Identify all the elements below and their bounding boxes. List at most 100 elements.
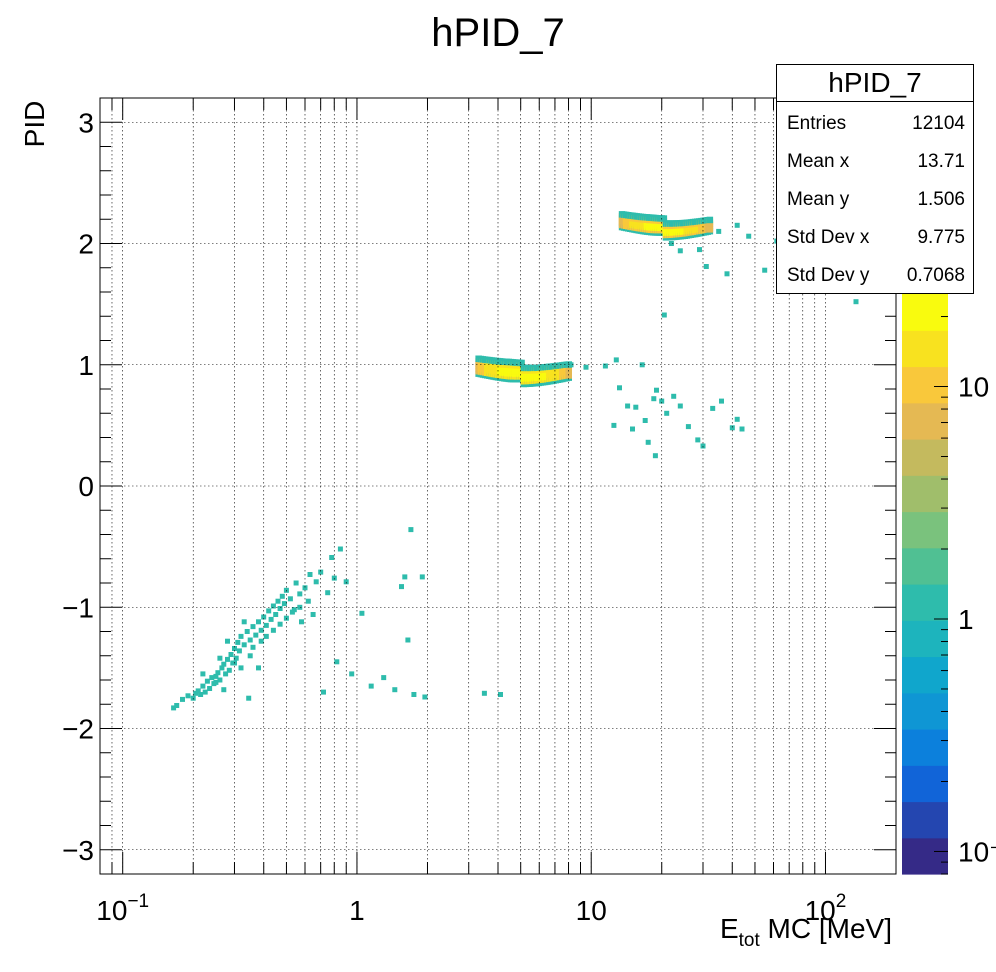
color-scale-segment <box>902 765 948 803</box>
stats-value: 0.7068 <box>906 265 965 286</box>
heatmap-cell <box>261 614 267 620</box>
heatmap-cell <box>268 616 274 622</box>
heatmap-cell <box>617 385 622 391</box>
x-axis-label-rest: MC [MeV] <box>760 913 892 944</box>
heatmap-cell <box>334 659 340 665</box>
heatmap-cell <box>209 675 215 681</box>
heatmap-cell <box>241 642 247 648</box>
stats-label: Std Dev y <box>787 265 870 286</box>
heatmap-cell <box>195 688 201 694</box>
color-scale-label: 10 <box>958 372 989 403</box>
heatmap-cell <box>256 619 261 625</box>
color-scale-segment <box>902 294 948 331</box>
heatmap-cell <box>677 403 683 409</box>
heatmap-cell <box>343 579 349 585</box>
heatmap-cell <box>233 655 239 661</box>
heatmap-cell <box>652 453 658 459</box>
heatmap-cell <box>602 363 608 369</box>
heatmap-cell <box>266 608 272 614</box>
color-scale-segment <box>902 330 948 368</box>
stats-row-mean-x: Mean x 13.71 <box>787 143 965 181</box>
heatmap-cell <box>307 572 313 577</box>
heatmap-cell <box>716 228 722 234</box>
heatmap-cell <box>247 637 253 643</box>
heatmap-cell <box>762 267 768 273</box>
color-scale-segment <box>902 547 948 585</box>
heatmap-cell <box>253 632 259 638</box>
heatmap-cell <box>207 686 213 691</box>
heatmap-cell <box>217 655 223 661</box>
heatmap-cell <box>381 675 387 681</box>
heatmap-cell <box>318 569 324 575</box>
color-scale-segment <box>902 475 948 513</box>
heatmap-cell <box>724 271 730 277</box>
heatmap-cell <box>313 579 319 585</box>
heatmap-cell <box>325 590 331 596</box>
heatmap-cell <box>659 398 665 404</box>
heatmap-cell <box>746 233 752 239</box>
heatmap-cell <box>221 687 227 693</box>
heatmap-cell <box>734 222 740 228</box>
heatmap-cell <box>630 426 635 432</box>
heatmap-cell <box>734 416 740 422</box>
heatmap-cell <box>215 670 221 676</box>
x-tick-label: 102 <box>805 891 847 926</box>
heatmap-cell <box>661 312 667 318</box>
x-tick-label: 1 <box>349 895 365 926</box>
heatmap-cell <box>710 405 716 411</box>
stats-value: 9.775 <box>917 227 965 248</box>
heatmap-cell <box>419 574 425 580</box>
heatmap-cell <box>422 694 428 700</box>
heatmap-cell <box>200 683 206 689</box>
stats-box: hPID_7 Entries 12104 Mean x 13.71 Mean y… <box>776 64 974 294</box>
color-scale-segment <box>902 402 948 440</box>
stats-row-entries: Entries 12104 <box>787 105 965 143</box>
heatmap-cell <box>223 671 229 677</box>
heatmap-cell <box>221 661 227 667</box>
x-axis-label: Etot MC [MeV] <box>720 913 892 951</box>
heatmap-cell <box>337 546 343 552</box>
heatmap-cell <box>611 422 617 428</box>
heatmap-cell <box>518 359 525 367</box>
stats-value: 1.506 <box>917 189 965 210</box>
heatmap-cell <box>853 299 859 305</box>
stats-row-std-dev-y: Std Dev y 0.7068 <box>787 257 965 295</box>
stats-label: Mean y <box>787 189 850 210</box>
x-tick-label: 10−1 <box>96 891 149 926</box>
heatmap-cell <box>739 426 745 432</box>
heatmap-cell <box>219 665 225 671</box>
color-scale-segment <box>902 692 948 730</box>
heatmap-cell <box>225 656 230 662</box>
heatmap-cell <box>706 216 714 224</box>
heatmap-cell <box>481 690 487 696</box>
y-tick-label: −3 <box>62 835 94 866</box>
heatmap-cell <box>703 264 709 269</box>
heatmap-cell <box>633 404 639 410</box>
heatmap-cell <box>293 580 299 586</box>
color-scale-segment <box>902 656 948 694</box>
heatmap-cell <box>241 619 247 625</box>
heatmap-cell <box>651 396 657 402</box>
heatmap-cell <box>349 671 355 677</box>
heatmap-cell <box>270 603 276 609</box>
x-tick-label: 10 <box>576 895 607 926</box>
heatmap-cell <box>263 633 269 639</box>
y-tick-label: 0 <box>78 471 94 502</box>
heatmap-cell <box>256 665 261 671</box>
stats-row-mean-y: Mean y 1.506 <box>787 181 965 219</box>
heatmap-cell <box>202 689 208 695</box>
heatmap-cell <box>247 653 253 659</box>
heatmap-cell <box>250 624 256 630</box>
heatmap-cell <box>642 418 648 423</box>
heatmap-cell <box>258 627 264 633</box>
heatmap-cell <box>498 692 503 697</box>
heatmap-cell <box>402 574 408 580</box>
y-tick-label: 2 <box>78 229 94 260</box>
heatmap-cell <box>258 638 264 644</box>
heatmap-cell <box>329 555 335 560</box>
heatmap-cell <box>613 357 619 363</box>
heatmap-cell <box>677 248 683 254</box>
heatmap-cell <box>275 598 281 604</box>
heatmap-cell <box>392 687 398 693</box>
